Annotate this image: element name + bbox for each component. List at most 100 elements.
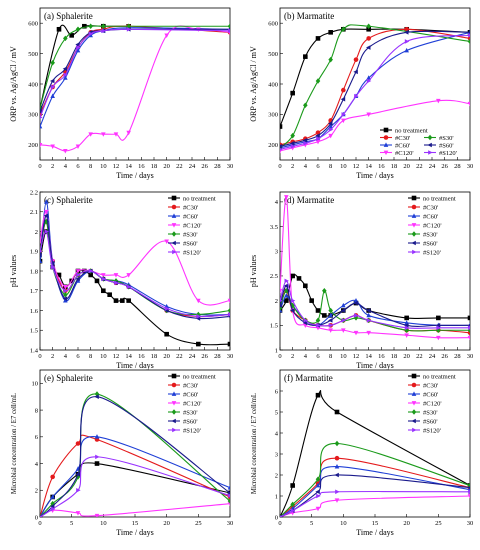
- legend-marker: [411, 213, 417, 218]
- data-point: [303, 283, 308, 289]
- chart-panel-d: 0 2 4 6 8 10 12 14 16 18 20 22 24 26 28 3011.522.533.54…: [249, 191, 473, 370]
- x-tick-label: 16: [138, 353, 145, 360]
- legend-label: #S120': [439, 150, 457, 157]
- x-tick-label: 22: [176, 163, 183, 170]
- data-point: [284, 195, 289, 200]
- x-tick-label: 16: [378, 353, 385, 360]
- x-tick-label: 28: [454, 353, 461, 360]
- y-tick-label: 2.2: [30, 189, 38, 196]
- x-tick-label: 5: [70, 520, 73, 527]
- y-tick-label: 2: [275, 472, 278, 479]
- data-point: [290, 501, 295, 508]
- legend-label: #S30': [183, 231, 198, 238]
- legend-label: #S60': [439, 142, 454, 149]
- data-point: [196, 314, 201, 319]
- x-axis-title: Time / days: [116, 361, 154, 370]
- legend-label: #S30': [423, 409, 438, 416]
- data-point: [126, 130, 131, 136]
- x-axis-title: Time / days: [116, 171, 154, 180]
- x-tick-label: 20: [403, 520, 410, 527]
- data-point: [126, 273, 131, 278]
- data-point: [280, 288, 283, 294]
- x-tick-label: 4: [304, 163, 308, 170]
- x-tick-label: 22: [176, 353, 183, 360]
- data-point: [44, 218, 49, 225]
- data-point: [322, 287, 327, 294]
- data-point: [75, 276, 80, 282]
- data-point: [435, 323, 441, 328]
- data-point: [50, 78, 55, 84]
- x-tick-label: 20: [163, 163, 170, 170]
- data-point: [196, 298, 201, 304]
- x-tick-label: 26: [201, 353, 208, 360]
- data-point: [334, 472, 339, 478]
- x-tick-label: 4: [304, 353, 308, 360]
- x-tick-label: 14: [365, 353, 372, 360]
- legend-label: #S120': [183, 249, 201, 256]
- data-point: [164, 306, 170, 311]
- data-point: [366, 23, 371, 29]
- data-point: [50, 93, 55, 98]
- y-axis-title: ORP vs. Ag/AgCl / mV: [9, 46, 18, 122]
- x-tick-label: 2: [51, 163, 54, 170]
- data-point: [50, 494, 55, 499]
- legend-label: #S30': [183, 409, 198, 416]
- legend-marker: [411, 401, 417, 406]
- data-point: [280, 299, 283, 302]
- data-point: [468, 33, 470, 38]
- data-point: [467, 38, 470, 45]
- data-point: [290, 144, 296, 149]
- data-point: [88, 272, 93, 278]
- data-point: [303, 102, 308, 109]
- data-point: [309, 298, 314, 303]
- data-point: [328, 307, 333, 314]
- y-tick-label: 2: [275, 298, 278, 305]
- data-point: [63, 72, 68, 78]
- data-point: [120, 298, 125, 303]
- legend-label: #S30': [423, 231, 438, 238]
- data-point: [366, 36, 371, 41]
- x-tick-label: 8: [329, 353, 332, 360]
- y-tick-label: 1: [275, 347, 278, 354]
- data-point: [114, 280, 119, 286]
- data-point: [315, 317, 321, 324]
- data-point: [328, 318, 333, 323]
- x-tick-label: 18: [391, 353, 398, 360]
- data-point: [315, 476, 321, 482]
- y-tick-label: 3.5: [270, 224, 278, 231]
- data-point: [328, 133, 333, 139]
- series-line: [40, 396, 230, 517]
- data-point: [196, 341, 201, 347]
- legend-label: #C120': [423, 222, 442, 229]
- y-tick-label: 2: [35, 229, 38, 236]
- y-tick-label: 400: [28, 81, 38, 88]
- panel-label: (a) Sphalerite: [44, 11, 93, 21]
- x-tick-label: 8: [89, 353, 92, 360]
- data-point: [322, 313, 327, 318]
- data-point: [40, 252, 42, 258]
- data-point: [280, 124, 283, 129]
- data-point: [227, 23, 230, 29]
- data-point: [88, 132, 93, 137]
- data-point: [40, 123, 43, 129]
- y-tick-label: 0: [275, 514, 278, 521]
- data-point: [467, 30, 470, 34]
- x-axis-title: Time / days: [356, 171, 394, 180]
- series-group: [280, 389, 470, 517]
- data-point: [315, 308, 321, 313]
- legend-label: #C60': [423, 213, 438, 220]
- data-point: [366, 318, 372, 323]
- data-point: [404, 315, 409, 321]
- legend-marker: [412, 249, 417, 255]
- data-point: [290, 508, 296, 513]
- plot-frame: [279, 191, 471, 351]
- legend-marker: [427, 134, 433, 141]
- chart-panel-f: 0 5 10 15 20 25 30 0 1 2 3 4 5 6 Time / days Microbial …: [251, 369, 473, 537]
- data-point: [228, 493, 230, 498]
- y-axis-title: Microbial concentration / E7 cell/mL: [251, 393, 258, 494]
- legend-marker: [383, 142, 389, 147]
- panel-label: (b) Marmatite: [284, 11, 334, 21]
- x-tick-label: 16: [138, 163, 145, 170]
- legend-label: #C30': [395, 135, 410, 142]
- legend: no treatment#C30'#C60'#C120' #S30'#S60'#S…: [380, 127, 457, 157]
